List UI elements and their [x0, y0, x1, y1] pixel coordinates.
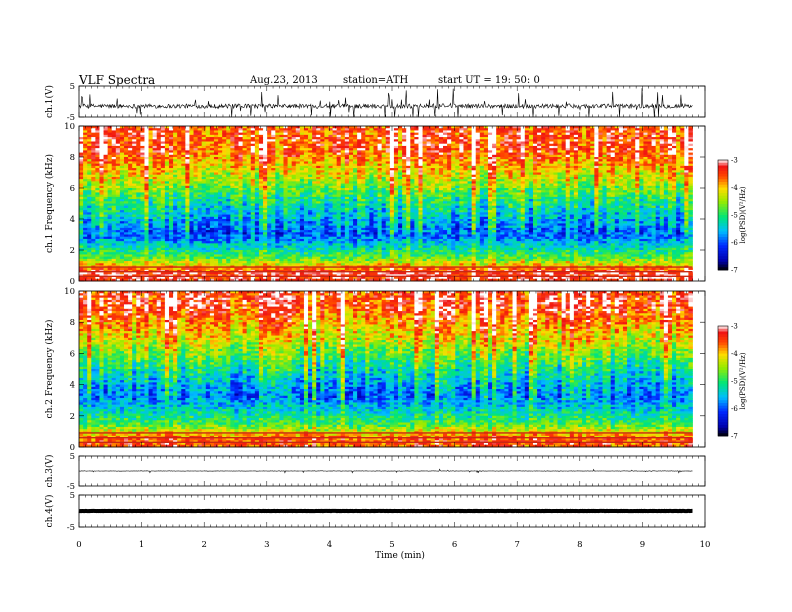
ch1-spectrogram-colorbar: [717, 159, 729, 271]
ch2-spectrogram-ytick-label: 10: [64, 287, 75, 297]
ch2-spectrogram-colorbar: [717, 325, 729, 437]
ch1-spectrogram-ytick-label: 2: [70, 246, 75, 256]
ch1-spectrogram-ylabel: ch.1 Frequency (kHz): [44, 154, 55, 253]
time-axis-tick-label: 0: [76, 540, 81, 550]
ch3-waveform-ylabel: ch.3(V): [44, 455, 55, 488]
ch1-spectrogram-colorbar-tick: -4: [731, 184, 738, 192]
time-axis-tick-label: 2: [201, 540, 206, 550]
time-axis-tick-label: 4: [327, 540, 332, 550]
ch1-waveform-trace: [78, 88, 693, 118]
ch1-spectrogram-colorbar-tick: -6: [731, 239, 738, 247]
time-axis-tick-label: 10: [700, 540, 711, 550]
ch2-spectrogram-ytick-label: 4: [70, 381, 75, 391]
ch1-spectrogram-colorbar-label: log(PSD)(V²/Hz): [739, 186, 747, 243]
time-axis-label: Time (min): [375, 550, 425, 561]
date-label: Aug.23, 2013: [249, 75, 318, 86]
ch1-spectrogram-ytick-label: 8: [70, 153, 75, 163]
station-label: station=ATH: [343, 75, 409, 86]
ch4-waveform-ytick-label: 5: [70, 491, 75, 501]
ch2-spectrogram-colorbar-tick: -3: [731, 323, 738, 331]
figure-title: VLF Spectra: [78, 73, 155, 87]
ch1-waveform-ylabel: ch.1(V): [44, 85, 55, 118]
ch3-waveform-ytick-label: 5: [70, 452, 75, 462]
ch1-spectrogram-ytick-label: 0: [70, 277, 75, 287]
ch2-spectrogram-colorbar-label: log(PSD)(V²/Hz): [739, 352, 747, 409]
time-axis-tick-label: 6: [452, 540, 457, 550]
ch4-waveform-ytick-label: -5: [67, 523, 75, 533]
ch1-spectrogram-colorbar-tick: -3: [731, 157, 738, 165]
time-axis-tick-label: 8: [577, 540, 582, 550]
ch4-waveform-ylabel: ch.4(V): [44, 495, 55, 528]
ch2-spectrogram-colorbar-tick: -4: [731, 350, 738, 358]
time-axis: 0 1 2 3 4 5 6 7 8 9 10: [76, 540, 710, 550]
start-ut-label: start UT = 19: 50: 0: [438, 75, 540, 86]
time-axis-tick-label: 3: [264, 540, 269, 550]
ch2-spectrogram-ytick-label: 0: [70, 443, 75, 453]
time-axis-tick-label: 7: [514, 540, 519, 550]
ch3-waveform-ytick-label: -5: [67, 482, 75, 492]
time-axis-tick-label: 9: [640, 540, 645, 550]
ch1-spectrogram-colorbar-tick: -7: [731, 267, 738, 275]
ch1-spectrogram-ytick-label: 10: [64, 122, 75, 132]
ch1-spectrogram-colorbar-tick: -5: [731, 212, 738, 220]
ch2-spectrogram-colorbar-tick: -6: [731, 405, 738, 413]
ch1-waveform-ytick-label: 5: [70, 82, 75, 92]
ch2-spectrogram-colorbar-tick: -5: [731, 378, 738, 386]
ch1-spectrogram-ytick-label: 4: [70, 215, 75, 225]
ch3-waveform-trace: [79, 468, 693, 474]
time-axis-tick-label: 1: [139, 540, 144, 550]
ch1-waveform-ytick-label: -5: [67, 113, 75, 123]
ch1-spectrogram-heatmap: [79, 126, 693, 282]
ch2-spectrogram-ytick-label: 2: [70, 412, 75, 422]
time-axis-tick-label: 5: [389, 540, 394, 550]
ch2-spectrogram-ylabel: ch.2 Frequency (kHz): [44, 320, 55, 419]
ch2-spectrogram-ytick-label: 8: [70, 318, 75, 328]
ch2-spectrogram-ytick-label: 6: [70, 349, 75, 359]
ch2-spectrogram-colorbar-tick: -7: [731, 433, 738, 441]
ch1-spectrogram-ytick-label: 6: [70, 184, 75, 194]
ch2-spectrogram-heatmap: [79, 291, 693, 448]
